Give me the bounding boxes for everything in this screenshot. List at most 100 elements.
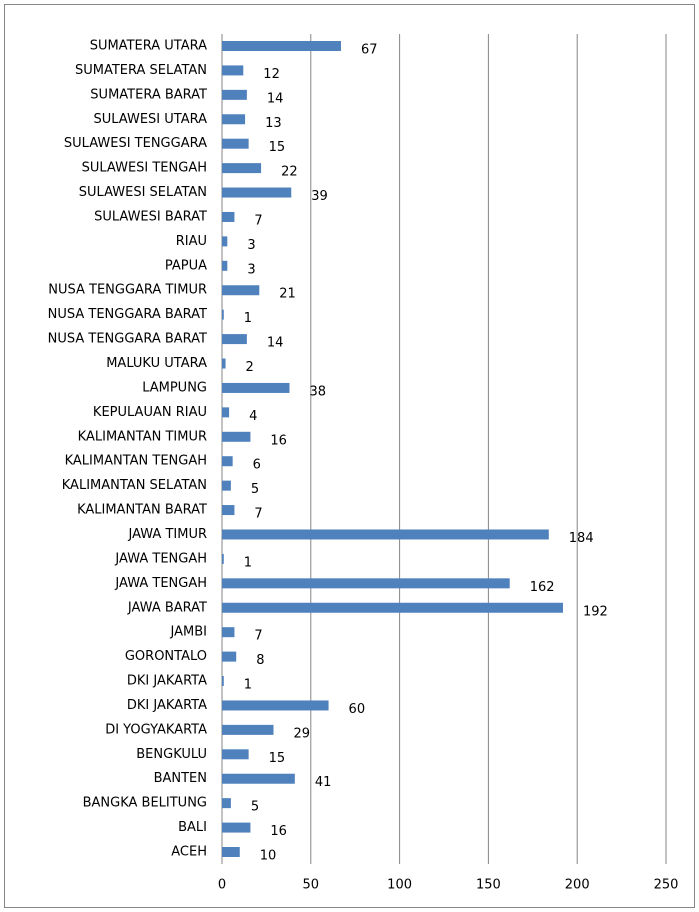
y-tick-label: GORONTALO xyxy=(125,649,207,664)
bar xyxy=(222,114,246,125)
data-label: 7 xyxy=(254,507,262,522)
y-tick-label: KEPULAUAN RIAU xyxy=(93,405,207,420)
y-tick-label: NUSA TENGGARA BARAT xyxy=(48,307,207,322)
y-tick-label: LAMPUNG xyxy=(142,380,207,395)
bar xyxy=(222,236,228,247)
data-label: 1 xyxy=(244,555,252,570)
data-label: 7 xyxy=(254,629,262,644)
y-tick-label: MALUKU UTARA xyxy=(106,356,207,371)
data-label: 5 xyxy=(251,800,259,815)
bar xyxy=(222,798,231,809)
bar xyxy=(222,676,224,687)
y-tick-label: BANGKA BELITUNG xyxy=(83,796,207,811)
data-label: 41 xyxy=(315,775,332,790)
y-tick-label: SUMATERA UTARA xyxy=(90,39,207,54)
data-label: 14 xyxy=(267,91,284,106)
data-label: 184 xyxy=(569,531,594,546)
data-label: 16 xyxy=(270,824,287,839)
data-label: 13 xyxy=(265,116,282,131)
y-tick-label: SULAWESI TENGAH xyxy=(82,161,207,176)
y-tick-label: BENGKULU xyxy=(136,747,207,762)
y-tick-label: SULAWESI TENGGARA xyxy=(64,136,207,151)
y-tick-label: KALIMANTAN SELATAN xyxy=(62,478,207,493)
data-label: 15 xyxy=(269,751,286,766)
bar xyxy=(222,334,247,345)
y-tick-label: KALIMANTAN TIMUR xyxy=(78,429,207,444)
bar xyxy=(222,187,292,198)
data-label: 38 xyxy=(309,384,326,399)
bar xyxy=(222,602,563,613)
bar xyxy=(222,211,235,222)
bar xyxy=(222,163,262,174)
y-tick-label: JAWA TIMUR xyxy=(128,527,208,542)
y-tick-label: SULAWESI UTARA xyxy=(93,112,207,127)
data-label: 10 xyxy=(260,849,277,864)
y-tick-label: PAPUA xyxy=(165,258,207,273)
data-label: 8 xyxy=(256,653,264,668)
y-tick-label: DKI JAKARTA xyxy=(127,674,207,689)
bar xyxy=(222,41,341,51)
bar xyxy=(222,138,249,149)
bar xyxy=(222,529,549,540)
bar xyxy=(222,456,233,467)
x-tick-label: 100 xyxy=(387,878,412,893)
data-label: 2 xyxy=(246,360,254,375)
data-label: 1 xyxy=(244,678,252,693)
data-label: 21 xyxy=(279,287,296,302)
data-label: 39 xyxy=(311,189,328,204)
y-tick-label: BANTEN xyxy=(154,771,207,786)
bar xyxy=(222,505,235,516)
y-tick-label: SULAWESI SELATAN xyxy=(79,185,207,200)
y-tick-label: SUMATERA BARAT xyxy=(90,87,207,102)
data-label: 22 xyxy=(281,165,298,180)
y-tick-label: NUSA TENGGARA BARAT xyxy=(48,332,207,347)
data-label: 4 xyxy=(249,409,257,424)
x-tick-label: 250 xyxy=(654,878,679,893)
bar xyxy=(222,773,295,784)
data-label: 3 xyxy=(247,238,255,253)
data-label: 67 xyxy=(361,43,378,58)
data-label: 3 xyxy=(247,262,255,277)
bar xyxy=(222,285,260,296)
y-tick-label: JAMBI xyxy=(170,625,207,640)
x-tick-label: 150 xyxy=(476,878,501,893)
data-label: 14 xyxy=(267,336,284,351)
y-tick-label: SULAWESI BARAT xyxy=(94,209,207,224)
bar xyxy=(222,847,240,857)
bar xyxy=(222,65,244,76)
y-tick-label: JAWA TENGAH xyxy=(114,551,207,566)
y-tick-label: DKI JAKARTA xyxy=(127,698,207,713)
bar xyxy=(222,382,290,393)
data-label: 5 xyxy=(251,482,259,497)
data-label: 12 xyxy=(263,67,280,82)
data-label: 192 xyxy=(583,604,608,619)
y-tick-label: KALIMANTAN BARAT xyxy=(77,503,207,518)
bar xyxy=(222,749,249,760)
data-label: 1 xyxy=(244,311,252,326)
bar xyxy=(222,480,231,491)
y-tick-label: RIAU xyxy=(176,234,207,249)
data-label: 29 xyxy=(294,726,311,741)
bar xyxy=(222,358,226,369)
data-label: 7 xyxy=(254,213,262,228)
x-tick-label: 50 xyxy=(303,878,320,893)
data-label: 60 xyxy=(349,702,366,717)
bar xyxy=(222,724,274,735)
y-tick-label: JAWA BARAT xyxy=(127,600,207,615)
bar xyxy=(222,553,224,564)
bar xyxy=(222,627,235,638)
y-tick-label: JAWA TENGAH xyxy=(114,576,207,591)
y-tick-label: NUSA TENGGARA TIMUR xyxy=(48,283,207,298)
bar xyxy=(222,309,224,320)
bar xyxy=(222,578,510,589)
y-tick-label: DI YOGYAKARTA xyxy=(105,722,207,737)
chart-border xyxy=(4,4,695,908)
bar xyxy=(222,431,251,442)
bar xyxy=(222,89,247,100)
bar xyxy=(222,260,228,271)
data-label: 6 xyxy=(253,458,261,473)
x-tick-label: 0 xyxy=(218,878,226,893)
bar xyxy=(222,407,230,418)
y-tick-label: SUMATERA SELATAN xyxy=(75,63,207,78)
y-tick-label: KALIMANTAN TENGAH xyxy=(65,454,207,469)
